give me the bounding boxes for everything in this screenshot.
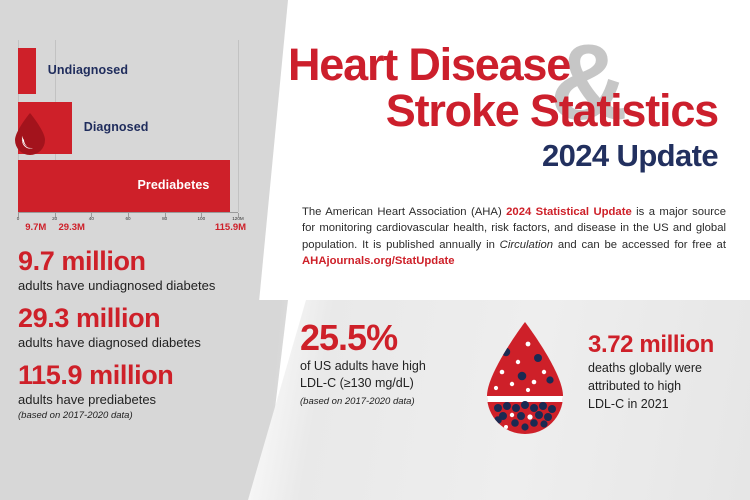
chart-bar-label: Prediabetes [137, 178, 210, 192]
chart-tick-label: 120M [232, 216, 244, 221]
chart-tick [54, 213, 56, 217]
chart-tick-label: 0 [16, 216, 20, 221]
stat-diagnosed: 29.3 million adults have diagnosed diabe… [18, 303, 268, 351]
stat-description: adults have prediabetes [18, 392, 157, 407]
stat-description: adults have undiagnosed diabetes [18, 278, 216, 293]
chart-tick-label: 100 [197, 216, 206, 221]
blood-drop-icon [15, 113, 45, 155]
stat-number: 115.9 million [18, 360, 174, 390]
stat-number: 9.7 million [18, 246, 146, 276]
deaths-desc-line-3: LDL-C in 2021 [588, 397, 669, 411]
chart-value-label: 9.7M [25, 222, 47, 233]
title-subtitle: 2024 Update [541, 138, 719, 173]
chart-value-label: 29.3M [58, 222, 85, 233]
deaths-desc-line-1: deaths globally were [588, 361, 702, 375]
stat-note: (based on 2017-2020 data) [18, 410, 133, 421]
ldl-cholesterol-section: 25.5% of US adults have high LDL-C (≥130… [300, 318, 750, 458]
title-line-1: Heart Disease [288, 39, 571, 90]
deaths-desc-line-2: attributed to high [588, 379, 682, 393]
intro-paragraph: The American Heart Association (AHA) 202… [302, 204, 726, 270]
intro-bold-update: 2024 Statistical Update [506, 206, 632, 218]
deaths-number: 3.72 million [588, 331, 714, 358]
chart-x-axis [18, 212, 238, 213]
chart-tick [164, 213, 166, 217]
chart-tick-label: 20 [52, 216, 58, 221]
stat-undiagnosed: 9.7 million adults have undiagnosed diab… [18, 246, 268, 294]
ldl-desc-line-2: LDL-C (≥130 mg/dL) [300, 376, 414, 390]
diabetes-bar-chart: Undiagnosed Diagnosed Prediabetes 0 20 40 60 8… [0, 0, 250, 240]
chart-gridline [238, 40, 239, 212]
chart-value-label: 115.9M [214, 222, 247, 233]
ldl-desc-line-1: of US adults have high [300, 359, 426, 373]
ldl-percent-value: 25.5% [300, 317, 398, 358]
stat-description: adults have diagnosed diabetes [18, 335, 201, 350]
chart-tick-label: 80 [162, 216, 168, 221]
aha-journals-link[interactable]: AHAjournals.org/StatUpdate [302, 255, 455, 268]
stat-prediabetes: 115.9 million adults have prediabetes (b… [18, 360, 268, 421]
chart-bar-label: Diagnosed [83, 120, 149, 134]
blood-drop-cholesterol-icon [487, 322, 563, 434]
chart-tick-label: 40 [88, 216, 94, 221]
chart-tick [128, 213, 129, 217]
chart-tick [201, 213, 203, 217]
ldl-percent-block: 25.5% of US adults have high LDL-C (≥130… [300, 317, 470, 408]
chart-tick-label: 60 [125, 216, 131, 221]
chart-tick [238, 213, 239, 217]
chart-bar [18, 160, 231, 212]
chart-bar-label: Undiagnosed [47, 63, 129, 77]
chart-bar [18, 48, 36, 94]
intro-journal-name: Circulation [499, 238, 554, 251]
ldl-note: (based on 2017-2020 data) [300, 396, 415, 407]
title-line-2: Stroke Statistics [385, 85, 719, 136]
chart-plot-area: Undiagnosed Diagnosed Prediabetes [18, 40, 239, 212]
intro-text-1: The American Heart Association (AHA) [302, 206, 507, 218]
intro-text-3: and can be accessed for free at [553, 238, 726, 251]
diabetes-stats-list: 9.7 million adults have undiagnosed diab… [18, 246, 268, 430]
chart-tick [18, 213, 19, 217]
global-deaths-block: 3.72 million deaths globally were attrib… [588, 330, 750, 413]
chart-tick [91, 213, 93, 217]
intro-text-2: is a major source for monitoring cardiov… [302, 206, 726, 251]
ampersand-glyph: & [550, 21, 628, 142]
page-title: & Heart Disease Stroke Statistics 2024 U… [288, 28, 728, 186]
stat-number: 29.3 million [18, 303, 161, 333]
